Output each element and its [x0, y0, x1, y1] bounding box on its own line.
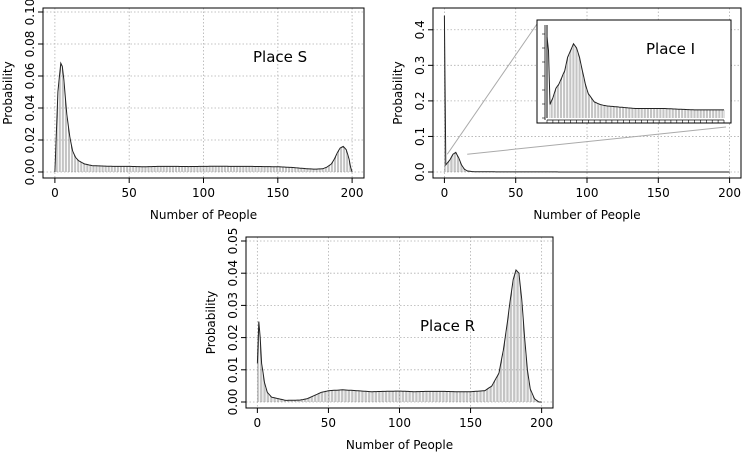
y-tick-label: 0.05 [226, 228, 240, 255]
x-tick-label: 0 [51, 186, 59, 200]
y-tick-label: 0.06 [23, 63, 37, 90]
y-tick-label: 0.10 [23, 0, 37, 25]
y-tick-label: 0.2 [413, 91, 427, 110]
density-line [443, 15, 730, 173]
place-label: Place S [253, 48, 307, 66]
y-axis-title: Probability [1, 61, 15, 124]
x-tick-label: 200 [530, 416, 553, 430]
histogram-bars [257, 269, 538, 402]
x-axis-title: Number of People [533, 208, 640, 222]
x-tick-label: 0 [441, 186, 449, 200]
y-tick-label: 0.00 [23, 159, 37, 186]
y-tick-label: 0.3 [413, 56, 427, 75]
y-tick-label: 0.01 [226, 356, 240, 383]
zoom-connector [467, 126, 727, 155]
place-label: Place R [420, 317, 475, 335]
y-tick-label: 0.04 [23, 95, 37, 122]
x-tick-label: 0 [254, 416, 262, 430]
y-axis-title: Probability [204, 291, 218, 354]
x-tick-label: 150 [459, 416, 482, 430]
y-tick-label: 0.4 [413, 20, 427, 39]
y-axis-title: Probability [391, 61, 405, 124]
x-tick-label: 200 [341, 186, 364, 200]
y-tick-label: 0.00 [226, 389, 240, 416]
y-tick-label: 0.0 [413, 162, 427, 181]
y-tick-label: 0.02 [23, 127, 37, 154]
x-tick-label: 50 [508, 186, 523, 200]
y-tick-label: 0.04 [226, 260, 240, 287]
chart-panel-3: 0 50 100 150 200 0.00 0.01 0.02 0.03 0.04 0.05 Numb… [204, 228, 554, 452]
inset-density-line [546, 36, 724, 111]
x-axis-title: Number of People [150, 208, 257, 222]
x-axis-title: Number of People [346, 438, 453, 452]
chart-panel-1: 0 50 100 150 200 0.00 0.02 0.04 0.06 0.08 0.10 Numb… [1, 0, 365, 222]
x-tick-label: 150 [266, 186, 289, 200]
zoom-connector [446, 23, 538, 155]
y-tick-label: 0.03 [226, 292, 240, 319]
x-tick-label: 100 [576, 186, 599, 200]
x-tick-label: 150 [647, 186, 670, 200]
x-tick-label: 100 [192, 186, 215, 200]
histogram-bars [56, 63, 351, 172]
place-label: Place I [646, 40, 695, 58]
x-tick-label: 50 [122, 186, 137, 200]
x-tick-label: 100 [388, 416, 411, 430]
y-tick-label: 0.08 [23, 31, 37, 58]
density-line [54, 61, 353, 173]
y-tick-label: 0.02 [226, 324, 240, 351]
inset-panel [446, 19, 732, 155]
x-tick-label: 50 [321, 416, 336, 430]
y-tick-label: 0.1 [413, 127, 427, 146]
inset-histogram-bars [549, 43, 725, 118]
density-line [256, 269, 542, 403]
chart-panel-2: 0 50 100 150 200 0.0 0.1 0.2 0.3 0.4 Number of Peo… [391, 7, 742, 222]
x-tick-label: 200 [718, 186, 741, 200]
